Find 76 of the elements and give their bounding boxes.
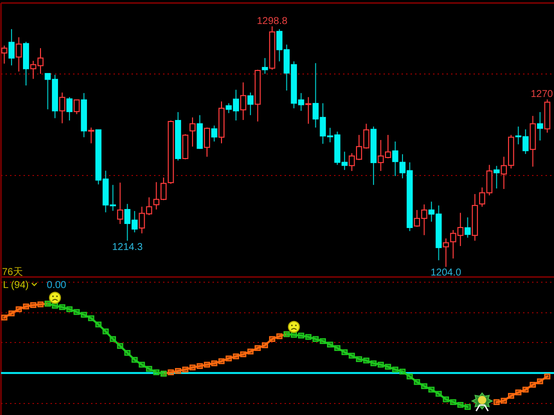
annotation: 76天 bbox=[2, 267, 24, 278]
point bbox=[392, 366, 398, 372]
point bbox=[218, 358, 225, 364]
point bbox=[153, 369, 160, 376]
point bbox=[384, 364, 392, 370]
point bbox=[450, 399, 456, 406]
point bbox=[74, 309, 80, 315]
annotation: 1204.0 bbox=[430, 268, 462, 278]
chart-title: L (94) bbox=[3, 280, 29, 291]
point bbox=[254, 345, 261, 351]
point bbox=[182, 366, 188, 372]
point bbox=[494, 399, 500, 406]
point bbox=[508, 392, 514, 399]
point bbox=[174, 368, 182, 374]
point bbox=[436, 390, 442, 397]
point bbox=[399, 368, 406, 375]
point bbox=[16, 306, 22, 312]
point bbox=[138, 362, 145, 368]
annotation: 1214.3 bbox=[112, 242, 144, 254]
point bbox=[196, 363, 203, 369]
point bbox=[544, 374, 550, 380]
point bbox=[204, 362, 210, 368]
point bbox=[168, 369, 174, 376]
point bbox=[132, 356, 138, 363]
point bbox=[30, 302, 36, 308]
point bbox=[102, 328, 109, 334]
annotation: 1270 bbox=[530, 88, 554, 100]
point bbox=[37, 301, 44, 308]
point bbox=[80, 312, 88, 318]
point bbox=[269, 336, 276, 342]
point bbox=[247, 348, 254, 354]
point bbox=[378, 362, 384, 368]
point bbox=[348, 352, 355, 359]
point bbox=[226, 356, 232, 362]
point bbox=[406, 374, 413, 380]
text: 0.00 bbox=[46, 280, 67, 291]
point bbox=[356, 356, 362, 362]
point bbox=[326, 342, 334, 348]
point bbox=[363, 358, 370, 364]
point bbox=[211, 360, 218, 366]
point bbox=[464, 404, 471, 410]
point bbox=[88, 315, 94, 322]
point bbox=[536, 378, 544, 384]
point bbox=[95, 322, 102, 328]
point bbox=[110, 336, 116, 342]
point bbox=[414, 379, 420, 385]
point bbox=[276, 333, 283, 340]
point bbox=[457, 402, 464, 408]
point bbox=[305, 334, 312, 340]
point bbox=[530, 382, 536, 388]
point bbox=[262, 342, 268, 348]
point bbox=[334, 345, 340, 351]
point bbox=[312, 336, 319, 342]
point bbox=[232, 353, 240, 360]
point bbox=[290, 332, 297, 338]
point bbox=[8, 310, 15, 316]
point bbox=[146, 366, 152, 372]
point bbox=[59, 304, 66, 310]
point bbox=[370, 360, 377, 366]
point bbox=[442, 396, 450, 402]
point bbox=[341, 349, 348, 356]
point bbox=[1, 314, 8, 320]
point bbox=[298, 332, 304, 338]
point bbox=[117, 343, 124, 349]
point bbox=[421, 383, 428, 390]
point bbox=[189, 364, 196, 370]
annotation: 1298.8 bbox=[256, 16, 288, 27]
point bbox=[66, 306, 73, 312]
point bbox=[515, 390, 522, 396]
point bbox=[124, 350, 130, 356]
point bbox=[500, 398, 507, 404]
point bbox=[522, 386, 529, 393]
point bbox=[22, 304, 30, 310]
point bbox=[240, 351, 246, 358]
point bbox=[320, 338, 326, 344]
point bbox=[428, 386, 435, 393]
